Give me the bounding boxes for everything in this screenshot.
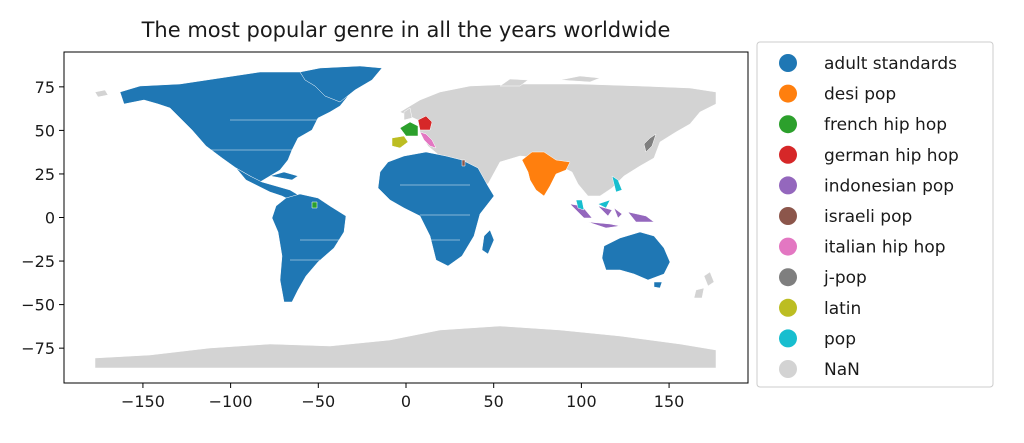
legend-marker — [779, 176, 797, 195]
y-tick-label: −50 — [21, 296, 55, 315]
legend-label: adult standards — [824, 54, 957, 74]
x-tick-label: 50 — [484, 392, 504, 411]
legend-marker — [779, 115, 797, 134]
legend-marker — [779, 54, 797, 72]
y-tick-label: 0 — [45, 209, 55, 228]
x-axis: −150 −100 −50 0 50 100 150 — [121, 383, 684, 411]
region-africa — [377, 151, 495, 267]
x-tick-label: 150 — [654, 392, 685, 411]
region-greenland — [299, 65, 383, 103]
legend-marker — [779, 360, 797, 378]
region-south-america — [271, 193, 347, 303]
y-tick-label: 25 — [35, 165, 55, 184]
region-french-guiana — [311, 201, 318, 209]
x-tick-label: −50 — [301, 392, 335, 411]
map-axes — [94, 65, 717, 369]
legend-frame — [756, 41, 994, 388]
region-germany — [417, 115, 433, 131]
legend-label: desi pop — [824, 85, 896, 105]
region-israel — [461, 159, 466, 167]
region-spain — [391, 135, 409, 149]
legend-marker — [779, 298, 797, 317]
region-india — [521, 151, 571, 197]
legend-marker — [779, 145, 797, 164]
region-italy — [419, 131, 437, 149]
region-france — [399, 121, 419, 137]
region-new-zealand — [693, 271, 715, 299]
legend-marker — [779, 268, 797, 287]
y-tick-label: 75 — [35, 78, 55, 97]
legend-label: j-pop — [823, 268, 867, 288]
legend-label: indonesian pop — [824, 176, 954, 196]
region-antarctica — [94, 325, 717, 369]
region-uk — [403, 107, 413, 121]
x-tick-label: −100 — [209, 392, 253, 411]
x-tick-label: −150 — [121, 392, 165, 411]
legend-marker — [779, 329, 797, 348]
y-axis: 75 50 25 0 −25 −50 −75 — [21, 78, 64, 358]
legend-marker — [779, 237, 797, 256]
legend-label: israeli pop — [824, 207, 912, 227]
legend: adult standards desi pop french hip hop ger… — [756, 41, 994, 388]
x-tick-label: 100 — [566, 392, 597, 411]
legend-marker — [779, 84, 797, 103]
y-tick-label: 50 — [35, 121, 55, 140]
legend-label: italian hip hop — [824, 238, 946, 258]
region-madagascar — [481, 229, 495, 255]
region-arctic-islands — [94, 75, 601, 98]
region-malaysia — [575, 199, 611, 211]
legend-label: german hip hop — [824, 146, 959, 166]
region-north-america — [119, 71, 349, 183]
legend-label: latin — [824, 299, 861, 319]
map-title: The most popular genre in all the years … — [141, 18, 671, 42]
x-tick-label: 0 — [401, 392, 411, 411]
y-tick-label: −25 — [21, 252, 55, 271]
legend-label: NaN — [824, 360, 860, 380]
legend-label: french hip hop — [824, 115, 947, 135]
region-japan — [643, 133, 657, 153]
legend-label: pop — [824, 329, 856, 349]
region-philippines — [611, 175, 623, 193]
y-tick-label: −75 — [21, 339, 55, 358]
legend-marker — [779, 207, 797, 225]
region-australia — [601, 231, 671, 289]
